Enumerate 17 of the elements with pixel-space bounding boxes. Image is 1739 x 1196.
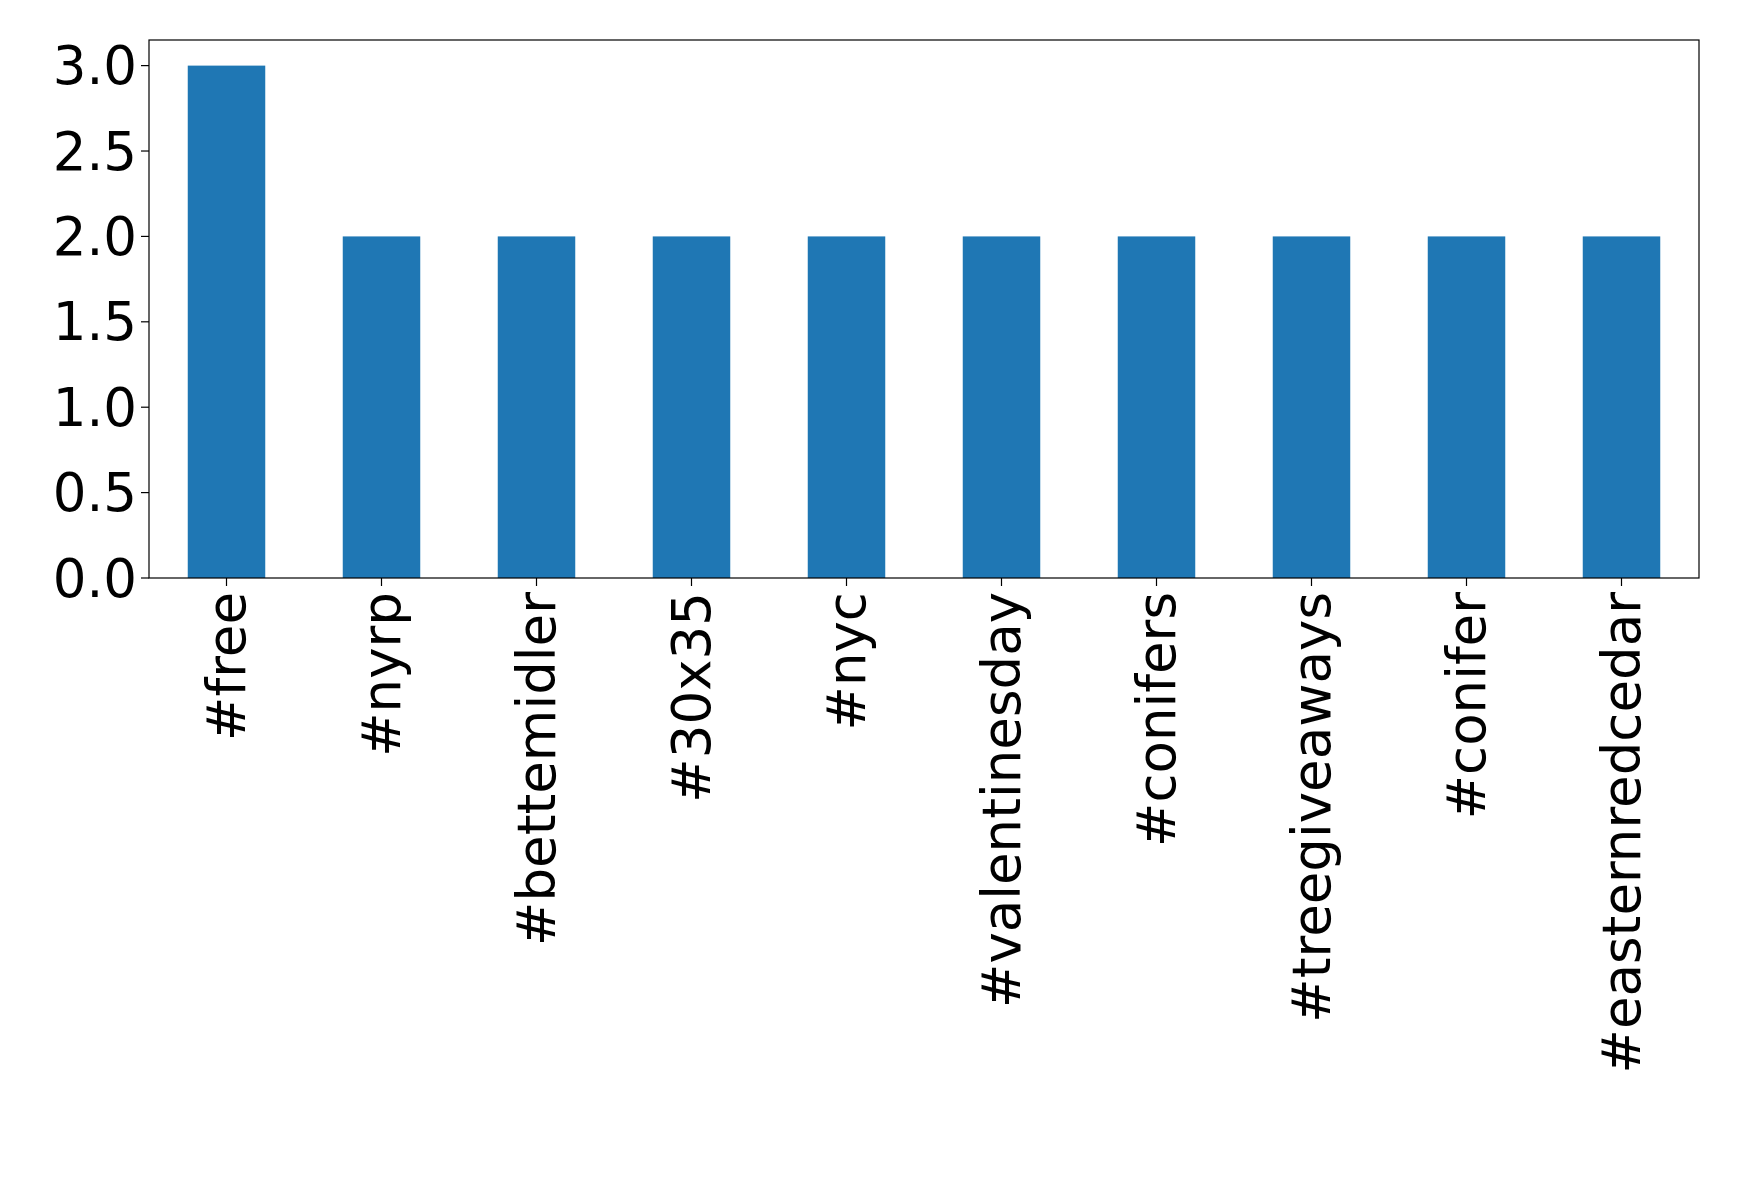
- y-tick-label: 1.0: [52, 376, 137, 438]
- x-tick-label: #treegiveaways: [1281, 592, 1343, 1023]
- y-tick-label: 2.0: [52, 205, 137, 267]
- y-tick-label: 3.0: [52, 35, 137, 97]
- x-tick-label: #free: [196, 592, 258, 741]
- x-tick-label: #valentinesday: [971, 592, 1033, 1008]
- x-tick-label: #conifers: [1126, 592, 1188, 847]
- y-tick-label: 1.5: [52, 291, 137, 353]
- x-tick-label: #30x35: [661, 592, 723, 803]
- x-tick-label: #nyc: [816, 592, 878, 731]
- y-tick-label: 0.0: [52, 547, 137, 609]
- x-tick-label: #nyrp: [351, 592, 413, 757]
- y-tick-label: 2.5: [52, 120, 137, 182]
- x-tick-label: #conifer: [1436, 591, 1498, 820]
- x-tick-label: #easternredcedar: [1591, 591, 1653, 1074]
- y-tick-label: 0.5: [52, 462, 137, 524]
- x-tick-label: #bettemidler: [506, 591, 568, 946]
